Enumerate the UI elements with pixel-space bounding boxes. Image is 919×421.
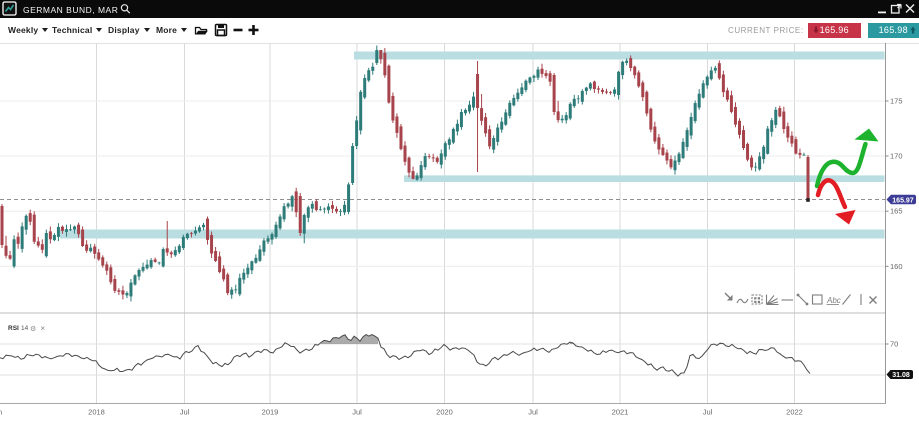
svg-text:Jul: Jul — [180, 408, 190, 417]
svg-text:14: 14 — [21, 325, 29, 332]
svg-text:2018: 2018 — [88, 408, 105, 417]
svg-text:31.08: 31.08 — [892, 372, 910, 379]
svg-text:175: 175 — [890, 97, 903, 106]
svg-text:Abc: Abc — [826, 296, 841, 305]
svg-text:✕: ✕ — [40, 326, 45, 333]
svg-text:165.97: 165.97 — [892, 197, 914, 204]
svg-text:Jul: Jul — [352, 408, 362, 417]
svg-text:165: 165 — [890, 207, 903, 216]
svg-text:160: 160 — [890, 262, 903, 271]
svg-text:RSI: RSI — [8, 325, 19, 332]
svg-text:n: n — [0, 408, 2, 417]
svg-text:170: 170 — [890, 152, 903, 161]
svg-text:70: 70 — [890, 340, 898, 349]
svg-text:Jul: Jul — [703, 408, 713, 417]
svg-text:2020: 2020 — [436, 408, 453, 417]
svg-text:2022: 2022 — [786, 408, 803, 417]
svg-text:2019: 2019 — [262, 408, 279, 417]
svg-text:⚙: ⚙ — [30, 325, 36, 333]
svg-text:Jul: Jul — [528, 408, 538, 417]
svg-text:2021: 2021 — [612, 408, 629, 417]
